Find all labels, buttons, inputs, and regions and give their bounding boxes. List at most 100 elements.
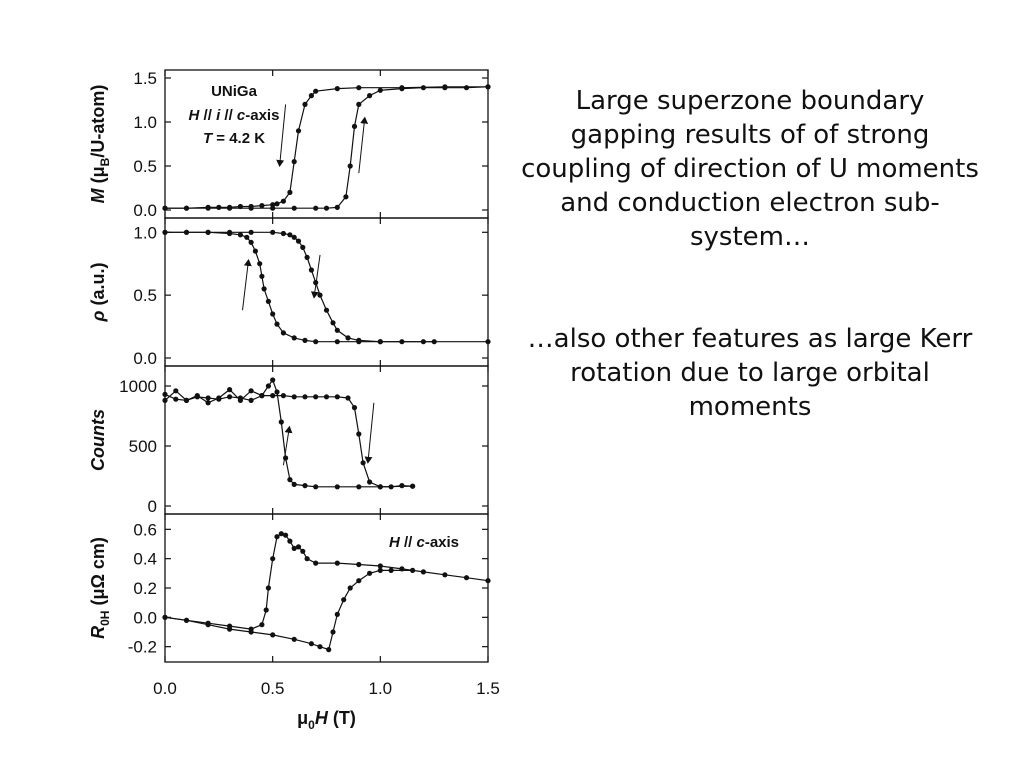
data-point	[278, 531, 284, 537]
data-point	[442, 84, 448, 90]
data-point	[347, 163, 353, 169]
data-point	[313, 205, 319, 211]
data-point	[377, 567, 383, 574]
data-point	[295, 238, 302, 244]
data-point	[162, 397, 168, 403]
text-paragraph-1: Large superzone boundary gapping results…	[520, 84, 980, 254]
data-point	[287, 189, 293, 195]
data-point	[205, 204, 211, 210]
data-point	[351, 405, 358, 411]
data-point	[304, 556, 310, 562]
data-point	[323, 205, 330, 211]
data-point	[291, 335, 297, 341]
panel-resistivity: 0.0 0.5 1.0 ρ (a.u.)	[88, 217, 491, 368]
data-point	[259, 273, 265, 279]
data-point	[205, 395, 211, 401]
y-axis-label: R0H (μΩ cm)	[88, 537, 112, 639]
data-point	[274, 534, 280, 540]
data-point	[291, 394, 297, 400]
data-point	[280, 330, 286, 336]
data-point	[356, 578, 362, 584]
series-line-up	[165, 86, 489, 209]
y-tick-label: 0.5	[133, 286, 157, 305]
data-point	[183, 617, 190, 623]
data-point	[343, 194, 349, 200]
data-point	[270, 393, 276, 399]
data-point	[183, 397, 190, 403]
data-point	[302, 337, 308, 343]
data-point	[388, 567, 394, 574]
data-point	[173, 396, 179, 402]
y-tick-label: -0.2	[128, 638, 157, 657]
panel-magnetization: 0.0 0.5 1.0 1.5 M (μB/U-atom) UNiGa H // i // …	[88, 69, 491, 220]
data-point	[227, 229, 233, 235]
data-point	[308, 93, 314, 99]
figure: 0.0 0.5 1.0 1.5 M (μB/U-atom) UNiGa H // i // …	[88, 69, 500, 732]
data-point	[420, 569, 426, 575]
data-point	[313, 394, 319, 400]
data-point	[263, 607, 269, 613]
annotation-temperature: T = 4.2 K	[203, 130, 265, 147]
y-tick-label: 0.5	[133, 157, 157, 176]
data-point	[270, 311, 276, 317]
data-point	[280, 230, 286, 237]
y-tick-label: 0.0	[133, 608, 157, 627]
data-point	[248, 203, 254, 210]
y-tick-label: 0	[148, 497, 157, 516]
data-point	[270, 202, 276, 208]
x-tick-label: 1.5	[476, 679, 500, 698]
data-point	[259, 203, 265, 209]
data-point	[399, 483, 405, 489]
data-point	[334, 339, 340, 345]
data-point	[257, 261, 263, 267]
data-point	[295, 544, 302, 550]
data-point	[308, 641, 314, 647]
data-point	[367, 479, 373, 485]
data-point	[356, 101, 362, 107]
panel-frame	[164, 365, 489, 515]
data-point	[334, 484, 340, 490]
data-point	[330, 629, 336, 635]
x-tick-label: 1.0	[369, 679, 393, 698]
data-point	[237, 232, 243, 238]
data-point	[287, 232, 293, 238]
sweep-arrow	[310, 254, 321, 299]
data-point	[377, 484, 383, 490]
data-point	[313, 88, 319, 94]
data-point	[356, 561, 362, 568]
x-tick-label: 0.0	[153, 679, 177, 698]
data-point	[291, 481, 297, 487]
data-point	[410, 483, 416, 489]
data-point	[205, 622, 211, 628]
data-point	[162, 205, 168, 211]
panel-frame	[164, 217, 489, 367]
data-point	[274, 389, 280, 395]
data-point	[367, 570, 373, 576]
data-point	[205, 400, 211, 406]
data-point	[341, 597, 347, 603]
data-point	[194, 393, 200, 399]
data-point	[274, 201, 280, 207]
data-point	[351, 123, 358, 129]
data-point	[216, 204, 222, 210]
data-point	[313, 339, 319, 345]
y-tick-label: 1000	[119, 377, 157, 396]
y-tick-label: 1.0	[133, 113, 157, 132]
y-axis-label: ρ (a.u.)	[88, 263, 108, 323]
data-point	[270, 632, 276, 638]
data-point	[265, 585, 271, 591]
data-point	[173, 388, 179, 394]
data-point	[227, 626, 233, 632]
data-point	[259, 622, 265, 628]
data-point	[227, 204, 233, 210]
data-point	[287, 538, 293, 544]
data-point	[227, 387, 233, 393]
data-point	[367, 93, 373, 99]
data-point	[347, 585, 353, 591]
data-point	[259, 393, 265, 399]
series-line-down	[165, 231, 488, 343]
annotation-field-direction: H // i // c-axis	[189, 107, 280, 124]
data-point	[377, 87, 383, 93]
data-point	[326, 647, 332, 653]
data-point	[252, 248, 258, 254]
